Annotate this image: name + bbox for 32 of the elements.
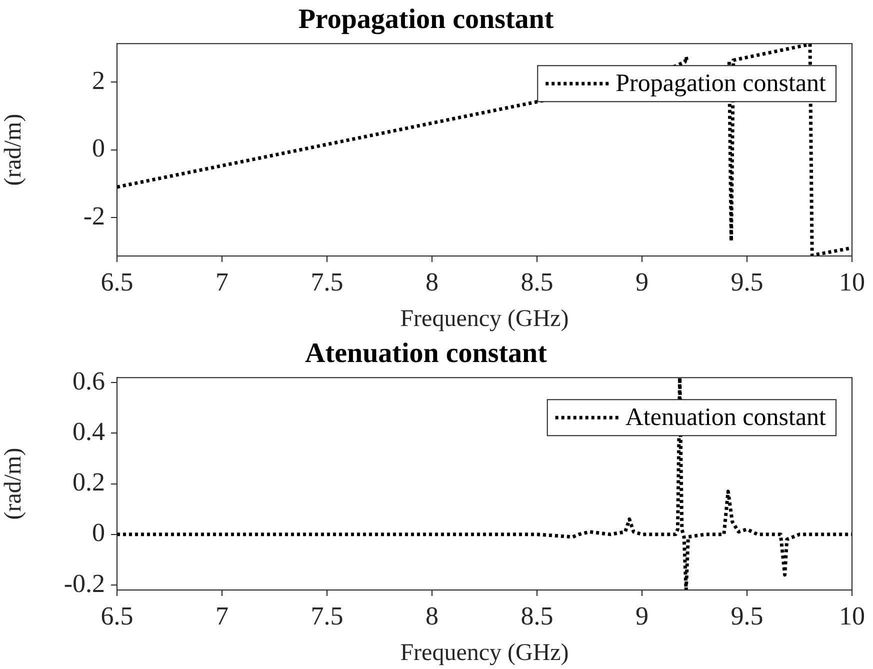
legend-label: Propagation constant	[616, 70, 826, 98]
x-tick-label: 10	[839, 601, 865, 630]
x-tick-label: 9.5	[730, 267, 764, 296]
x-tick-label: 7.5	[310, 267, 344, 296]
y-tick-label: 0.2	[72, 468, 105, 497]
x-tick-label: 8	[426, 267, 438, 296]
y-tick-label: -0.2	[64, 568, 105, 598]
y-axis-title: (rad/m)	[0, 114, 27, 186]
x-tick-label: 6.5	[100, 601, 134, 630]
x-tick-label: 9.5	[730, 601, 764, 630]
y-tick-label: 0	[92, 134, 105, 163]
x-tick-label: 6.5	[100, 267, 134, 296]
x-tick-label: 9	[636, 601, 648, 630]
x-tick-label: 8.5	[520, 267, 554, 296]
legend-label: Atenuation constant	[625, 404, 826, 432]
x-tick-label: 10	[839, 267, 865, 296]
y-tick-label: 0	[92, 518, 105, 548]
x-tick-label: 9	[636, 267, 648, 296]
x-axis-title: Frequency (GHz)	[400, 640, 569, 666]
x-tick-label: 7.5	[310, 601, 344, 630]
y-tick-label: -2	[83, 201, 105, 230]
y-tick-label: 2	[92, 66, 105, 95]
x-tick-label: 8	[426, 601, 438, 630]
x-axis-title: Frequency (GHz)	[400, 306, 569, 332]
chart-title: Atenuation constant	[305, 338, 548, 370]
x-tick-label: 8.5	[520, 601, 554, 630]
y-tick-label: 0.4	[72, 417, 105, 446]
y-axis-title: (rad/m)	[0, 448, 27, 520]
chart-title: Propagation constant	[298, 4, 554, 36]
x-tick-label: 7	[216, 601, 228, 630]
y-tick-label: 0.6	[72, 366, 105, 396]
x-tick-label: 7	[216, 267, 228, 296]
